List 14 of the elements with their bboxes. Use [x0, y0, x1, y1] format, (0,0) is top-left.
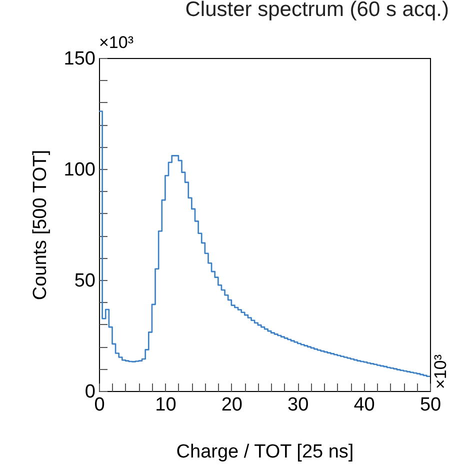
chart-title: Cluster spectrum (60 s acq.) — [185, 0, 449, 21]
text: ×10³ — [431, 354, 450, 389]
x-tick-label: 20 — [221, 394, 242, 416]
y-tick-label: 50 — [74, 270, 96, 292]
text: ×10³ — [99, 33, 134, 52]
x-tick-label: 10 — [155, 394, 176, 416]
y-axis-title: Counts [500 TOT] — [30, 150, 51, 300]
y-tick-label: 0 — [84, 382, 96, 402]
x-tick-label: 40 — [354, 394, 375, 416]
y-tick-label: 150 — [64, 48, 96, 70]
x-tick-label: 50 — [420, 394, 442, 416]
y-tick-label: 100 — [64, 160, 96, 180]
x-tick-label: 30 — [288, 394, 309, 416]
x-axis-title: Charge / TOT [25 ns] — [176, 442, 354, 462]
